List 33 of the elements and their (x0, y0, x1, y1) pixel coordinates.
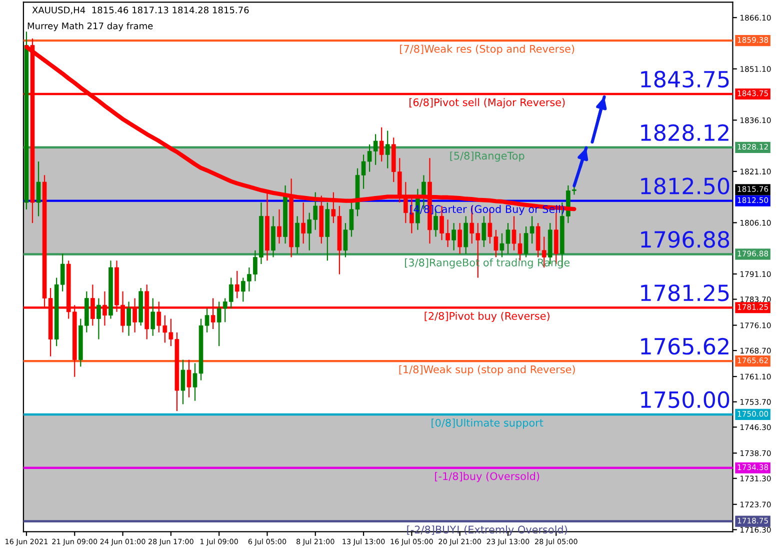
ref-line-label: [2/8]Pivot buy (Reverse) (424, 312, 550, 322)
text: 1750.00 (641, 391, 730, 408)
ref-line-label: [1/8]Weak sup (stop and Reverse) (399, 365, 575, 376)
text: 1796.88 (641, 231, 730, 248)
text: 1765.62 (641, 338, 728, 355)
candlestick (96, 298, 101, 340)
candlestick (186, 359, 192, 398)
candlestick (458, 222, 462, 254)
candlestick (452, 222, 456, 251)
candlestick (385, 130, 390, 169)
text: 1828.12 (641, 124, 728, 142)
candlestick (271, 216, 276, 258)
ref-line-label: [6/8]Pivot sell (Major Reverse) (410, 98, 565, 108)
text: 1812.50 (641, 178, 730, 194)
candlestick (180, 359, 186, 405)
candlestick (36, 160, 41, 217)
candlestick (126, 301, 131, 336)
text: Murrey Math 217 day frame (28, 22, 153, 32)
text: 1843.75 (641, 70, 729, 88)
candlestick (482, 216, 486, 248)
candlestick (234, 270, 240, 299)
candlestick (150, 298, 156, 336)
text: 1781.25 (641, 284, 729, 302)
chart-title: XAUUSD,H4 1815.46 1817.13 1814.28 1815.76 (32, 6, 249, 14)
ref-line-label: [7/8]Weak res (Stop and Reverse) (400, 44, 574, 55)
candlestick (464, 216, 468, 254)
candlestick (379, 126, 384, 162)
candlestick (301, 202, 306, 244)
candlestick (295, 216, 300, 254)
ref-line-label: [0/8]Ultimate support (432, 418, 544, 429)
candlestick (277, 208, 282, 244)
ref-line-label: [-1/8]buy (Oversold) (435, 472, 540, 482)
ref-line-label: [5/8]RangeTop (450, 152, 524, 162)
